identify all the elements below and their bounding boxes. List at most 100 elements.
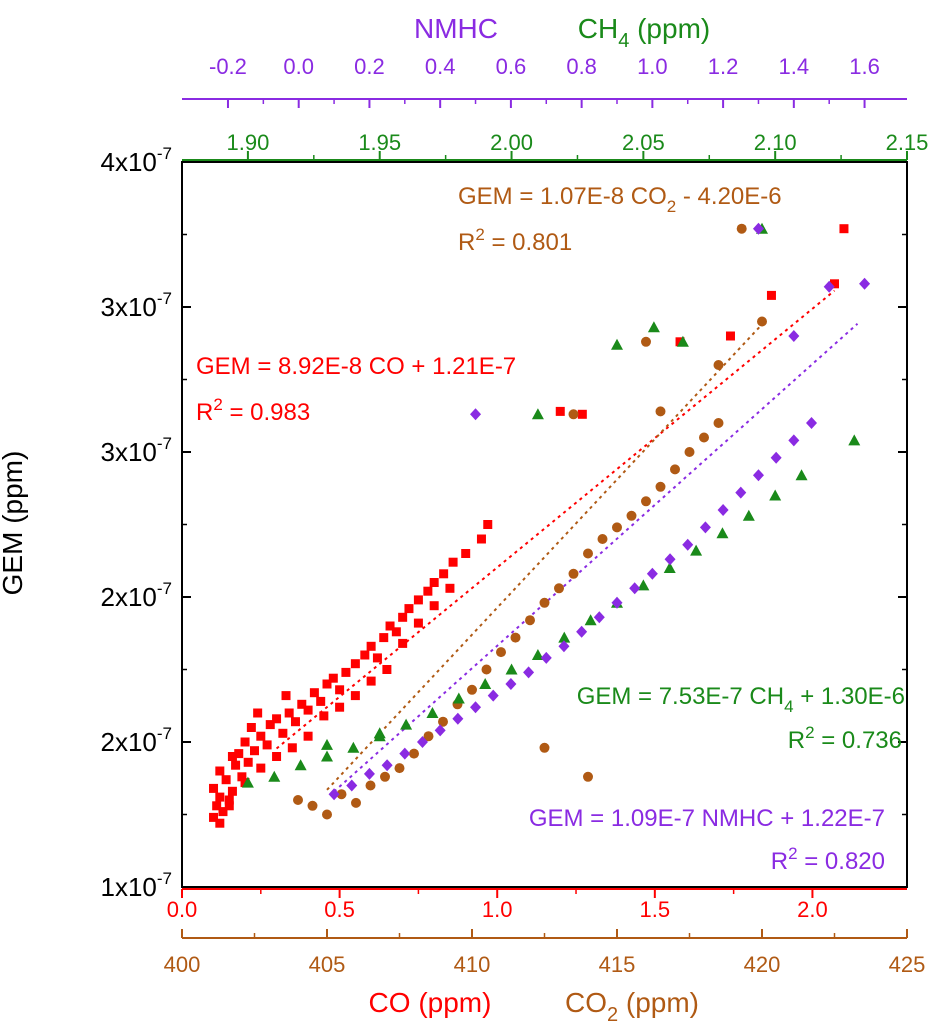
co-point — [309, 688, 319, 698]
ch4-point — [373, 727, 386, 739]
co2-point — [612, 522, 622, 533]
co-point — [372, 653, 382, 663]
co2-point — [496, 647, 506, 658]
co-point — [297, 699, 307, 709]
co-point — [215, 792, 225, 802]
co2-point — [438, 716, 448, 727]
co2-point — [713, 418, 724, 428]
ch4-point — [676, 335, 689, 347]
ch4-point — [637, 579, 650, 591]
co-point — [429, 578, 439, 587]
co-point — [224, 801, 234, 811]
co2-point — [380, 771, 390, 782]
co2-equation: GEM = 1.07E-8 CO2 - 4.20E-6 — [458, 183, 782, 216]
ch4-point — [505, 663, 518, 675]
ch4-axis-title: CH4 (ppm) — [578, 13, 710, 52]
plot-frame — [181, 161, 908, 888]
co-point — [328, 673, 338, 683]
nmhc-point — [646, 567, 658, 580]
nmhc-tick-label: 1.0 — [637, 54, 668, 79]
co-point — [215, 766, 225, 776]
ch4-tick-label: 2.15 — [886, 130, 929, 155]
nmhc-tick-label: 0.0 — [283, 54, 314, 79]
co-point — [360, 650, 370, 660]
co2-tick-label: 400 — [164, 952, 201, 977]
fit-lines — [275, 289, 859, 793]
co-point — [335, 685, 345, 695]
co2-r2: R2 = 0.801 — [458, 225, 572, 256]
co-point — [577, 409, 587, 419]
ch4-point — [347, 741, 360, 753]
co-point — [240, 737, 250, 747]
co-equation: GEM = 8.92E-8 CO + 1.21E-7 — [196, 353, 516, 380]
nmhc-point — [416, 736, 428, 748]
axes: 1x10-7 2x10-7 2x10-7 3x10-7 3x10-7 4x10-7 0.0 0… — [100, 54, 928, 977]
co-point — [445, 583, 455, 593]
ch4-annotation: GEM = 7.53E-7 CH4 + 1.30E-6 R2 = 0.736 — [577, 683, 905, 754]
co-point — [256, 763, 266, 773]
co2-fit-line — [326, 323, 763, 791]
co2-point — [713, 360, 724, 370]
co2-point — [481, 664, 492, 675]
co2-point — [684, 447, 695, 457]
co-point — [350, 691, 360, 701]
co2-tick-label: 405 — [309, 952, 346, 977]
ch4-point — [531, 408, 544, 420]
co-point — [256, 731, 266, 741]
ch4-point — [795, 469, 808, 481]
co-point — [413, 595, 423, 605]
nmhc-tick-label: 0.4 — [425, 54, 456, 79]
co-point — [316, 696, 326, 706]
co-point — [341, 667, 351, 677]
ch4-point — [479, 678, 492, 689]
ch4-tick-label: 2.00 — [490, 130, 533, 155]
co-point — [448, 557, 458, 567]
co-point — [322, 679, 332, 689]
nmhc-point — [682, 538, 694, 551]
nmhc-point — [470, 408, 482, 421]
co-point — [319, 711, 329, 721]
co2-point — [736, 223, 747, 234]
co-point — [209, 783, 219, 793]
nmhc-tick-label: 1.4 — [779, 54, 810, 79]
co-point — [265, 720, 275, 730]
co2-tick-label: 410 — [454, 952, 491, 977]
ch4-tick-label: 2.05 — [622, 130, 665, 155]
co-point — [224, 795, 234, 805]
co2-point — [597, 534, 608, 544]
ch4-point — [321, 750, 333, 762]
nmhc-point — [363, 767, 375, 780]
co2-point — [655, 406, 666, 417]
ch4-point — [848, 434, 861, 446]
nmhc-point — [788, 330, 800, 342]
co-point — [218, 807, 228, 817]
nmhc-equation: GEM = 1.09E-7 NMHC + 1.22E-7 — [529, 805, 885, 832]
co-r2: R2 = 0.983 — [196, 395, 310, 426]
nmhc-point — [452, 712, 464, 725]
nmhc-point — [823, 280, 835, 293]
ch4-tick-label: 1.95 — [358, 130, 401, 155]
nmhc-point — [752, 222, 764, 235]
ch4-point — [558, 631, 571, 643]
nmhc-point — [788, 434, 800, 447]
co-tick-label: 0.0 — [167, 897, 198, 922]
co-point — [839, 224, 849, 234]
ch4-point — [611, 338, 623, 350]
nmhc-point — [611, 596, 623, 609]
y-tick-label: 3x10-7 — [100, 434, 172, 467]
co2-point — [626, 510, 637, 521]
co-point — [461, 549, 471, 558]
nmhc-point — [558, 640, 570, 653]
co-point — [366, 676, 376, 686]
nmhc-point — [540, 651, 552, 664]
nmhc-tick-label: 1.2 — [708, 54, 739, 79]
co-point — [404, 604, 414, 614]
co-point — [476, 534, 486, 544]
co-point — [423, 586, 433, 596]
co-point — [303, 705, 313, 715]
nmhc-point — [523, 666, 535, 679]
co-point — [830, 279, 839, 289]
co-point — [379, 633, 389, 643]
ch4-point — [716, 527, 729, 539]
co-point — [227, 752, 237, 761]
